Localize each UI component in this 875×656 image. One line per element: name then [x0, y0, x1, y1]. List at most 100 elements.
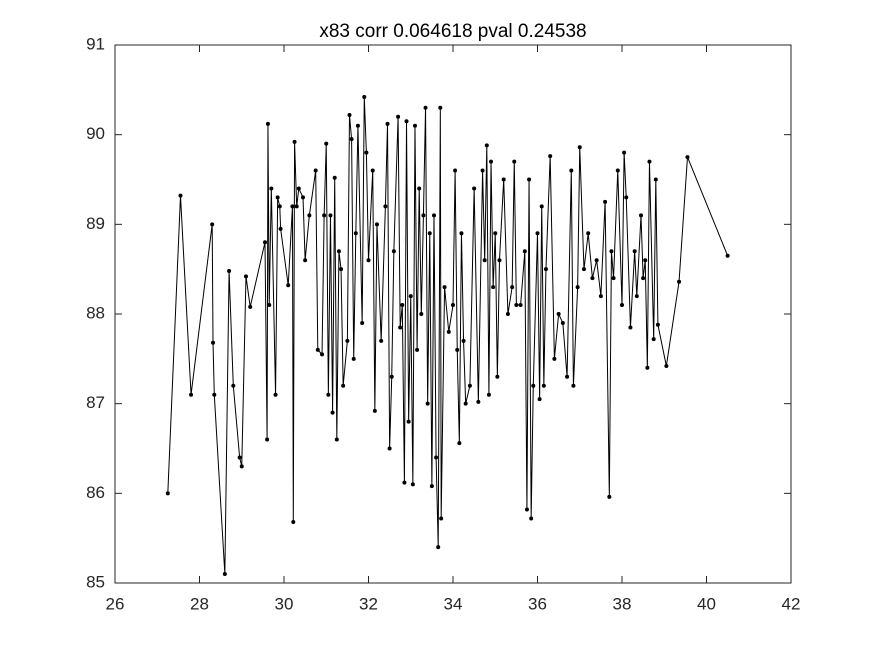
data-point: [324, 141, 329, 146]
data-point: [565, 374, 570, 379]
data-point: [385, 121, 390, 126]
data-point: [455, 347, 460, 352]
data-point: [332, 175, 337, 180]
data-point: [400, 303, 405, 308]
data-point: [434, 455, 439, 460]
data-point: [374, 222, 379, 227]
data-point: [370, 168, 375, 173]
data-point: [273, 392, 278, 397]
data-point: [439, 516, 444, 521]
y-tick-label: 89: [86, 214, 105, 233]
data-point: [364, 150, 369, 155]
data-point: [425, 401, 430, 406]
data-point: [438, 105, 443, 110]
data-point: [366, 258, 371, 263]
data-point: [227, 268, 232, 273]
data-point: [210, 222, 215, 227]
data-point: [624, 195, 629, 200]
data-point: [290, 204, 295, 209]
data-point: [178, 193, 183, 198]
y-tick-label: 90: [86, 124, 105, 143]
data-point: [529, 516, 534, 521]
data-point: [609, 249, 614, 254]
data-point: [603, 199, 608, 204]
data-point: [453, 168, 458, 173]
data-point: [598, 294, 603, 299]
data-point: [639, 213, 644, 218]
data-point: [522, 249, 527, 254]
data-point: [569, 168, 574, 173]
data-point: [212, 392, 217, 397]
data-point: [222, 572, 227, 577]
data-point: [326, 392, 331, 397]
data-point: [512, 159, 517, 164]
x-tick-label: 28: [190, 594, 209, 613]
data-point: [415, 347, 420, 352]
data-point: [548, 154, 553, 159]
data-point: [322, 213, 327, 218]
data-point: [339, 267, 344, 272]
data-point: [590, 276, 595, 281]
data-point: [541, 383, 546, 388]
data-point: [552, 356, 557, 361]
data-point: [334, 437, 339, 442]
x-tick-label: 42: [782, 594, 801, 613]
data-point: [278, 226, 283, 231]
y-tick-label: 88: [86, 303, 105, 322]
data-point: [493, 231, 498, 236]
data-point: [560, 320, 565, 325]
data-point: [320, 352, 325, 357]
data-point: [505, 312, 510, 316]
data-point: [389, 374, 394, 379]
data-point: [243, 274, 248, 279]
data-point: [296, 186, 301, 191]
data-point: [313, 168, 318, 173]
data-point: [486, 392, 491, 397]
data-point: [267, 303, 272, 308]
data-point: [495, 374, 500, 379]
data-point: [446, 329, 451, 334]
data-point: [518, 303, 523, 308]
data-point: [647, 159, 652, 164]
data-point: [537, 397, 542, 402]
data-point: [362, 95, 367, 100]
data-point: [461, 338, 466, 343]
data-point: [620, 303, 624, 308]
data-point: [725, 253, 730, 258]
data-point: [262, 240, 267, 245]
y-tick-label: 85: [86, 572, 105, 591]
data-point: [586, 231, 591, 236]
data-point: [622, 150, 627, 155]
data-point: [459, 231, 464, 236]
data-point: [412, 123, 417, 128]
data-point: [265, 121, 270, 126]
data-point: [524, 507, 529, 512]
data-point: [427, 231, 432, 236]
data-point: [165, 491, 170, 496]
x-tick-label: 38: [613, 594, 632, 613]
data-point: [457, 441, 462, 446]
data-point: [269, 186, 274, 191]
data-point: [653, 177, 658, 182]
data-point: [527, 177, 532, 182]
x-tick-label: 30: [275, 594, 294, 613]
data-point: [410, 482, 415, 487]
data-point: [510, 285, 515, 290]
data-point: [391, 249, 396, 254]
data-point: [535, 231, 540, 236]
x-tick-label: 32: [359, 594, 378, 613]
data-point: [417, 186, 422, 191]
data-point: [501, 177, 506, 182]
data-point: [514, 303, 519, 308]
data-point: [248, 304, 253, 309]
data-point: [607, 494, 612, 499]
data-point: [577, 145, 582, 150]
data-point: [328, 213, 333, 218]
data-point: [451, 303, 455, 308]
data-point: [336, 249, 341, 254]
data-point: [275, 195, 280, 200]
data-point: [351, 356, 356, 361]
data-point: [581, 267, 586, 272]
